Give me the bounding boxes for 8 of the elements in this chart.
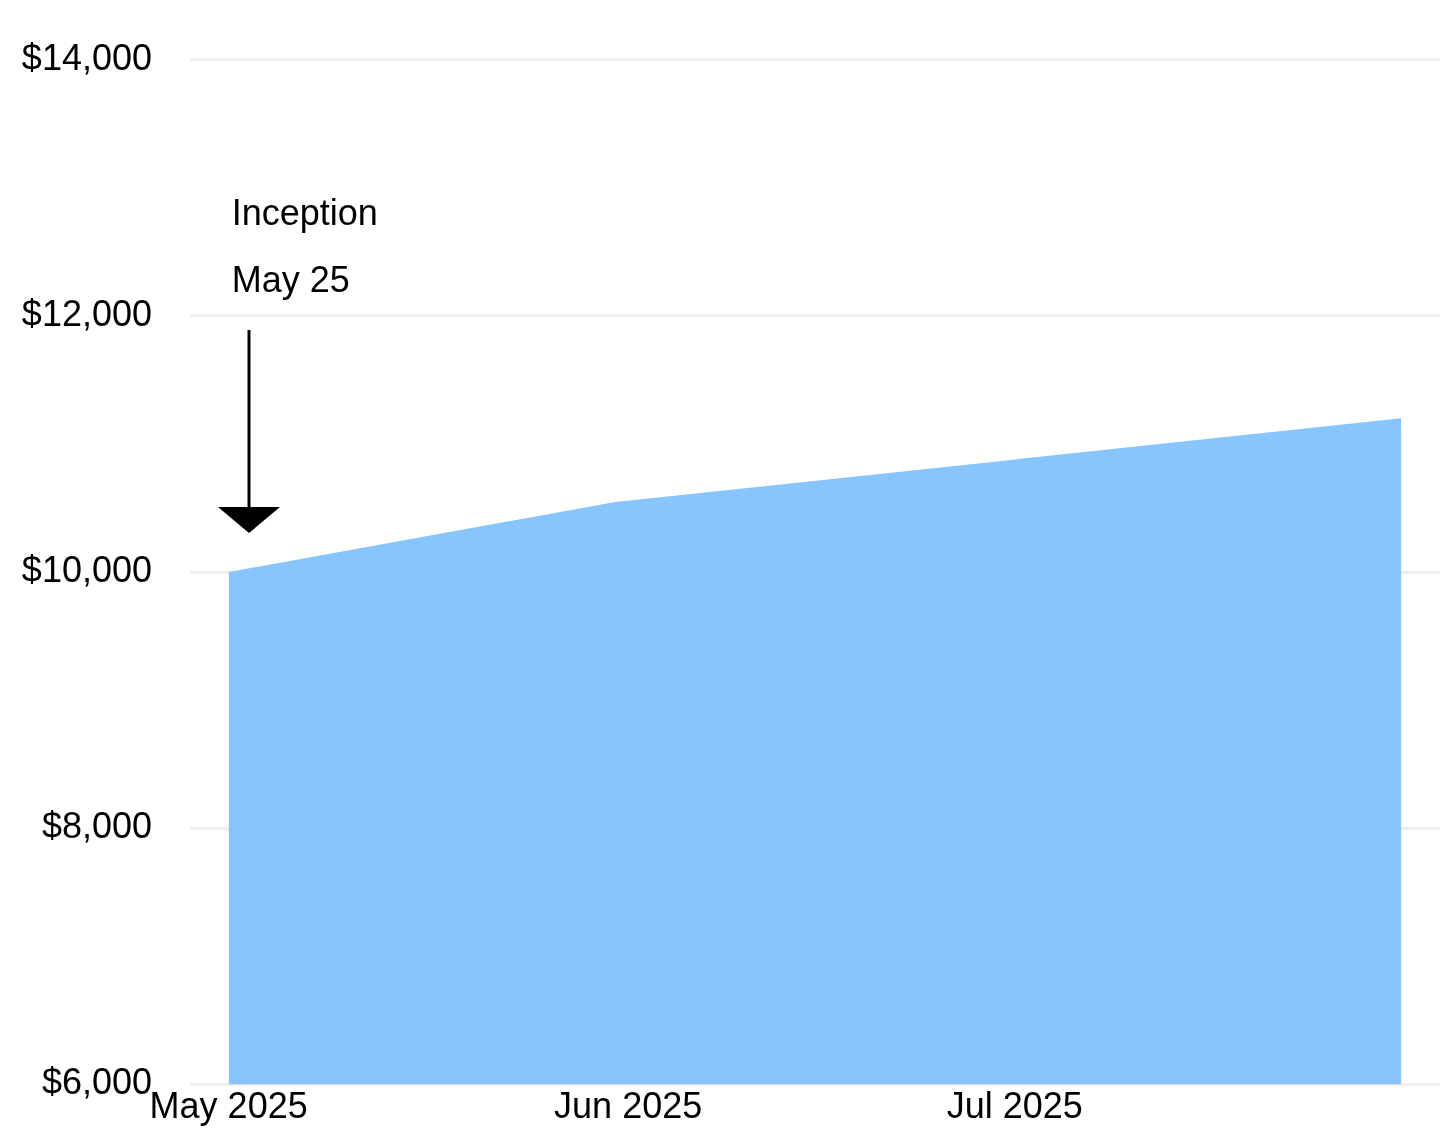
y-tick-label: $8,000	[41, 805, 152, 847]
y-tick-label: $12,000	[21, 292, 152, 334]
y-tick-label: $14,000	[21, 36, 152, 78]
annotation: Inception May 25	[231, 192, 378, 300]
x-tick-label: Jul 2025	[946, 1084, 1083, 1126]
y-tick-label: $6,000	[41, 1061, 152, 1103]
x-tick-label: Jun 2025	[554, 1084, 703, 1126]
y-tick-label: $10,000	[21, 548, 152, 590]
